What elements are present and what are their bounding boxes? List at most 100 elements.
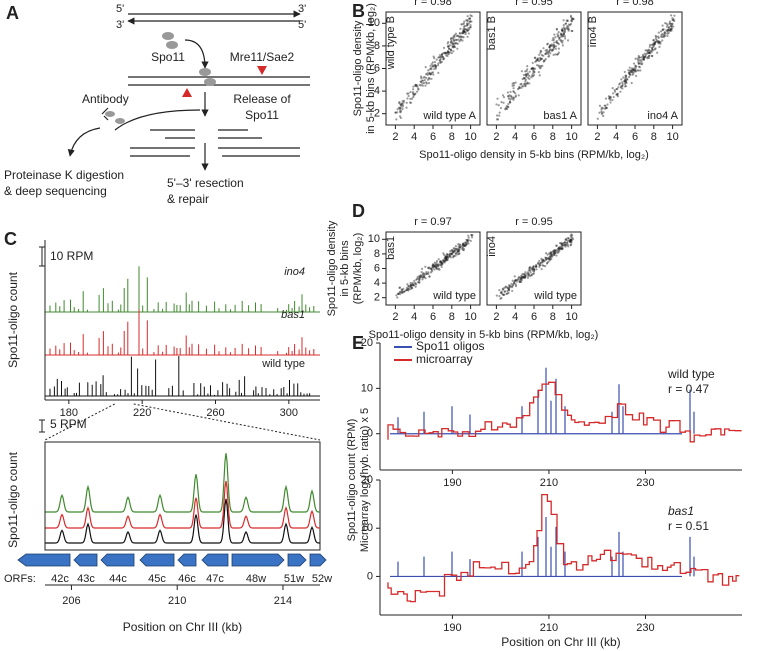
scatter-dot: [667, 29, 670, 32]
scatter-dot: [630, 81, 633, 85]
scatter-dot: [413, 281, 417, 285]
scatter-dot: [416, 85, 419, 88]
scatter-dot: [535, 268, 538, 271]
scatter-dot: [567, 237, 570, 240]
scatter-dot: [455, 247, 458, 250]
scatter-dot: [531, 268, 534, 271]
scatter-dot: [564, 238, 567, 241]
scatter-dot: [546, 261, 549, 264]
scatter-dot: [540, 57, 544, 60]
scatter-dot: [662, 35, 665, 39]
scatter-dot: [511, 284, 515, 287]
scatter-dot: [634, 68, 637, 72]
scatter-dot: [438, 268, 441, 271]
scatter-dot: [637, 62, 640, 65]
scatter-dot: [562, 19, 565, 22]
scatter-dot: [553, 249, 556, 253]
label: in 5-kb bins: [339, 240, 351, 297]
scatter-dot: [613, 90, 617, 93]
scatter-dot: [439, 260, 442, 263]
scatter-dot: [522, 276, 525, 279]
scatter-dot: [523, 276, 526, 279]
label: 5'–3' resection: [167, 176, 244, 190]
scatter-dot: [419, 80, 422, 83]
scatter-dot: [441, 259, 445, 262]
scatter-dot: [548, 46, 551, 49]
scatter-dot: [462, 29, 465, 33]
scatter-dot: [508, 101, 512, 104]
scatter-dot: [451, 256, 455, 259]
scatter-dot: [398, 286, 401, 289]
scatter-dot: [512, 82, 516, 85]
scatter-dot: [560, 33, 563, 36]
label: 6: [430, 131, 436, 143]
scatter-dot: [464, 31, 467, 34]
scatter-dot: [669, 28, 672, 31]
scatter-dot: [442, 58, 445, 61]
scatter-dot: [416, 90, 419, 93]
scatter-dot: [607, 95, 611, 98]
scatter-dot: [463, 20, 466, 23]
scatter-dot: [553, 33, 556, 36]
strand-end: 5': [116, 3, 124, 15]
scatter-dot: [403, 290, 406, 293]
scatter-dot: [502, 101, 505, 104]
label: 0: [367, 570, 373, 582]
scatter-dot: [504, 285, 507, 288]
scatter-dot: [467, 239, 470, 242]
scatter-dot: [621, 81, 624, 84]
scatter-dot: [524, 271, 527, 274]
scatter-dot: [516, 279, 519, 282]
scatter-dot: [423, 78, 426, 82]
arrow: [70, 109, 201, 156]
scatter-dot: [399, 116, 403, 120]
scatter-dot: [464, 243, 468, 246]
scatter-dot: [437, 263, 440, 266]
scatter-dot: [520, 276, 523, 279]
scatter-dot: [653, 41, 656, 45]
scatter-dot: [430, 268, 433, 271]
scatter-dot: [666, 28, 670, 31]
scatter-dot: [440, 54, 444, 57]
scatter-dot: [424, 66, 427, 69]
label: bas1: [281, 309, 305, 321]
scatter-dot: [412, 88, 415, 91]
scatter-dot: [446, 253, 449, 256]
scatter-dot: [397, 106, 400, 109]
scatter-dot: [466, 29, 469, 32]
scatter-dot: [396, 111, 399, 114]
scatter-dot: [414, 282, 417, 285]
scatter-dot: [652, 45, 655, 48]
label: 230: [636, 622, 654, 634]
scatter-dot: [405, 286, 408, 290]
strand-end: 3': [298, 3, 306, 15]
scatter-dot: [520, 70, 523, 73]
scatter-dot: [433, 261, 436, 264]
scatter-dot: [618, 83, 621, 86]
scatter-dot: [459, 35, 462, 38]
scatter-dot: [411, 92, 415, 95]
scatter-dot: [563, 27, 567, 31]
scatter-dot: [439, 260, 442, 263]
scatter-dot: [542, 54, 545, 57]
scatter-dot: [437, 267, 440, 270]
scatter-dot: [553, 250, 556, 254]
scatter-dot: [446, 254, 449, 257]
scatter-dot: [651, 46, 654, 50]
scatter-dot: [498, 111, 501, 114]
label: 2: [374, 108, 380, 120]
scatter-dot: [506, 287, 509, 290]
scatter-dot: [520, 274, 523, 277]
scatter-dot: [570, 20, 573, 23]
scatter-dot: [642, 58, 646, 61]
label: Release of: [233, 92, 291, 106]
label: 2: [392, 311, 398, 323]
label: 8: [374, 40, 380, 52]
label: 5 RPM: [50, 417, 87, 431]
scatter-dot: [508, 285, 511, 288]
scatter-dot: [413, 93, 417, 96]
scatter-dot: [661, 24, 664, 27]
scatter-dot: [528, 266, 531, 269]
scatter-dot: [542, 259, 545, 262]
label: Spo11-oligo density in 5-kb bins (RPM/kb…: [419, 149, 649, 161]
